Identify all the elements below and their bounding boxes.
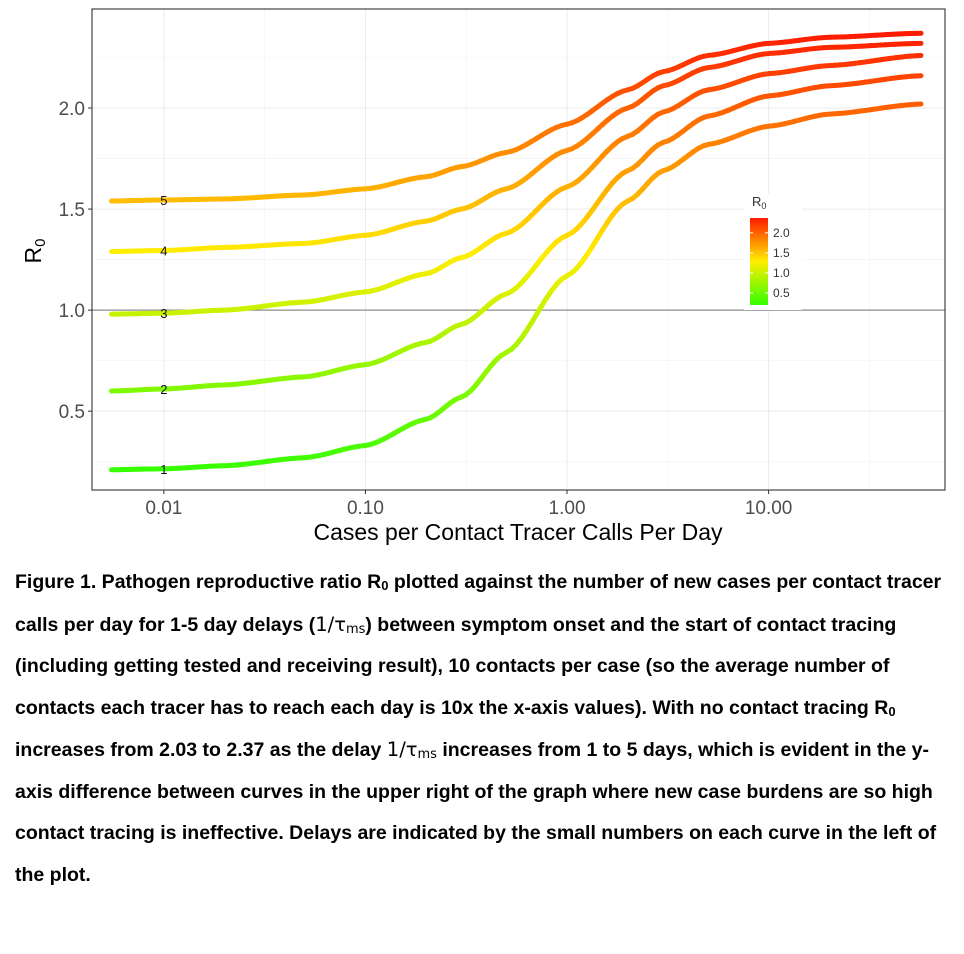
y-axis-title-sub: 0 xyxy=(32,239,49,247)
caption-delay-symbol-1: 1/τ xyxy=(315,612,346,636)
legend-tick-label: 1.0 xyxy=(773,266,790,280)
legend-tick-label: 2.0 xyxy=(773,226,790,240)
series-layer xyxy=(109,30,924,473)
legend-tick-label: 0.5 xyxy=(773,286,790,300)
curve-label-2: 2 xyxy=(160,382,167,397)
series-2 xyxy=(109,73,924,394)
series-1 xyxy=(109,101,924,473)
caption-sub-zero-2: 0 xyxy=(888,703,896,719)
x-tick-label: 1.00 xyxy=(549,498,586,519)
axes: R0 Cases per Contact Tracer Calls Per Da… xyxy=(20,8,946,545)
legend-tick-label: 1.5 xyxy=(773,246,790,260)
chart: 1 2 3 4 5 2.0 1.5 1.0 0.5 R0 R0 Cases per Contac… xyxy=(20,8,946,545)
curve-label-5: 5 xyxy=(160,193,167,208)
caption-delay-symbol-2: 1/τ xyxy=(386,738,418,761)
color-legend: 2.0 1.5 1.0 0.5 R0 xyxy=(744,194,802,310)
series-3 xyxy=(109,52,924,317)
caption-seg-4: increases from 2.03 to 2.37 as the delay xyxy=(15,739,387,761)
caption-seg-2: plotted against the number of new cases … xyxy=(15,571,942,636)
curve-label-3: 3 xyxy=(160,306,167,321)
caption-seg-5: increases from 1 to 5 days, which is evi… xyxy=(15,739,937,886)
caption-seg-1: Figure 1. Pathogen reproductive ratio R xyxy=(15,571,382,593)
legend-title-sub: 0 xyxy=(761,201,766,211)
curve-labels: 1 2 3 4 5 xyxy=(160,193,167,477)
plot-panel-border xyxy=(91,8,946,491)
series-5 xyxy=(109,30,924,204)
caption-sub-ms-2: ms xyxy=(417,747,437,762)
series-4 xyxy=(109,40,924,255)
curve-label-4: 4 xyxy=(160,244,167,259)
caption-sub-zero-1: 0 xyxy=(381,578,389,593)
x-axis-title: Cases per Contact Tracer Calls Per Day xyxy=(313,519,723,545)
x-tick-label: 0.10 xyxy=(347,498,384,519)
y-tick-label: 1.5 xyxy=(59,200,85,221)
x-tick-label: 10.00 xyxy=(745,498,793,519)
y-tick-label: 0.5 xyxy=(59,402,85,423)
y-axis-title: R0 xyxy=(20,239,49,264)
legend-colorbar xyxy=(750,218,768,305)
y-tick-label: 1.0 xyxy=(59,301,85,322)
legend-title: R0 xyxy=(752,194,766,211)
caption-seg-3: ) between symptom onset and the start of… xyxy=(15,613,897,719)
x-tick-label: 0.01 xyxy=(145,498,182,519)
y-tick-label: 2.0 xyxy=(59,99,85,120)
figure-caption: Figure 1. Pathogen reproductive ratio R0… xyxy=(15,562,955,896)
caption-sub-ms-1: ms xyxy=(345,621,366,637)
curve-label-1: 1 xyxy=(160,462,167,477)
